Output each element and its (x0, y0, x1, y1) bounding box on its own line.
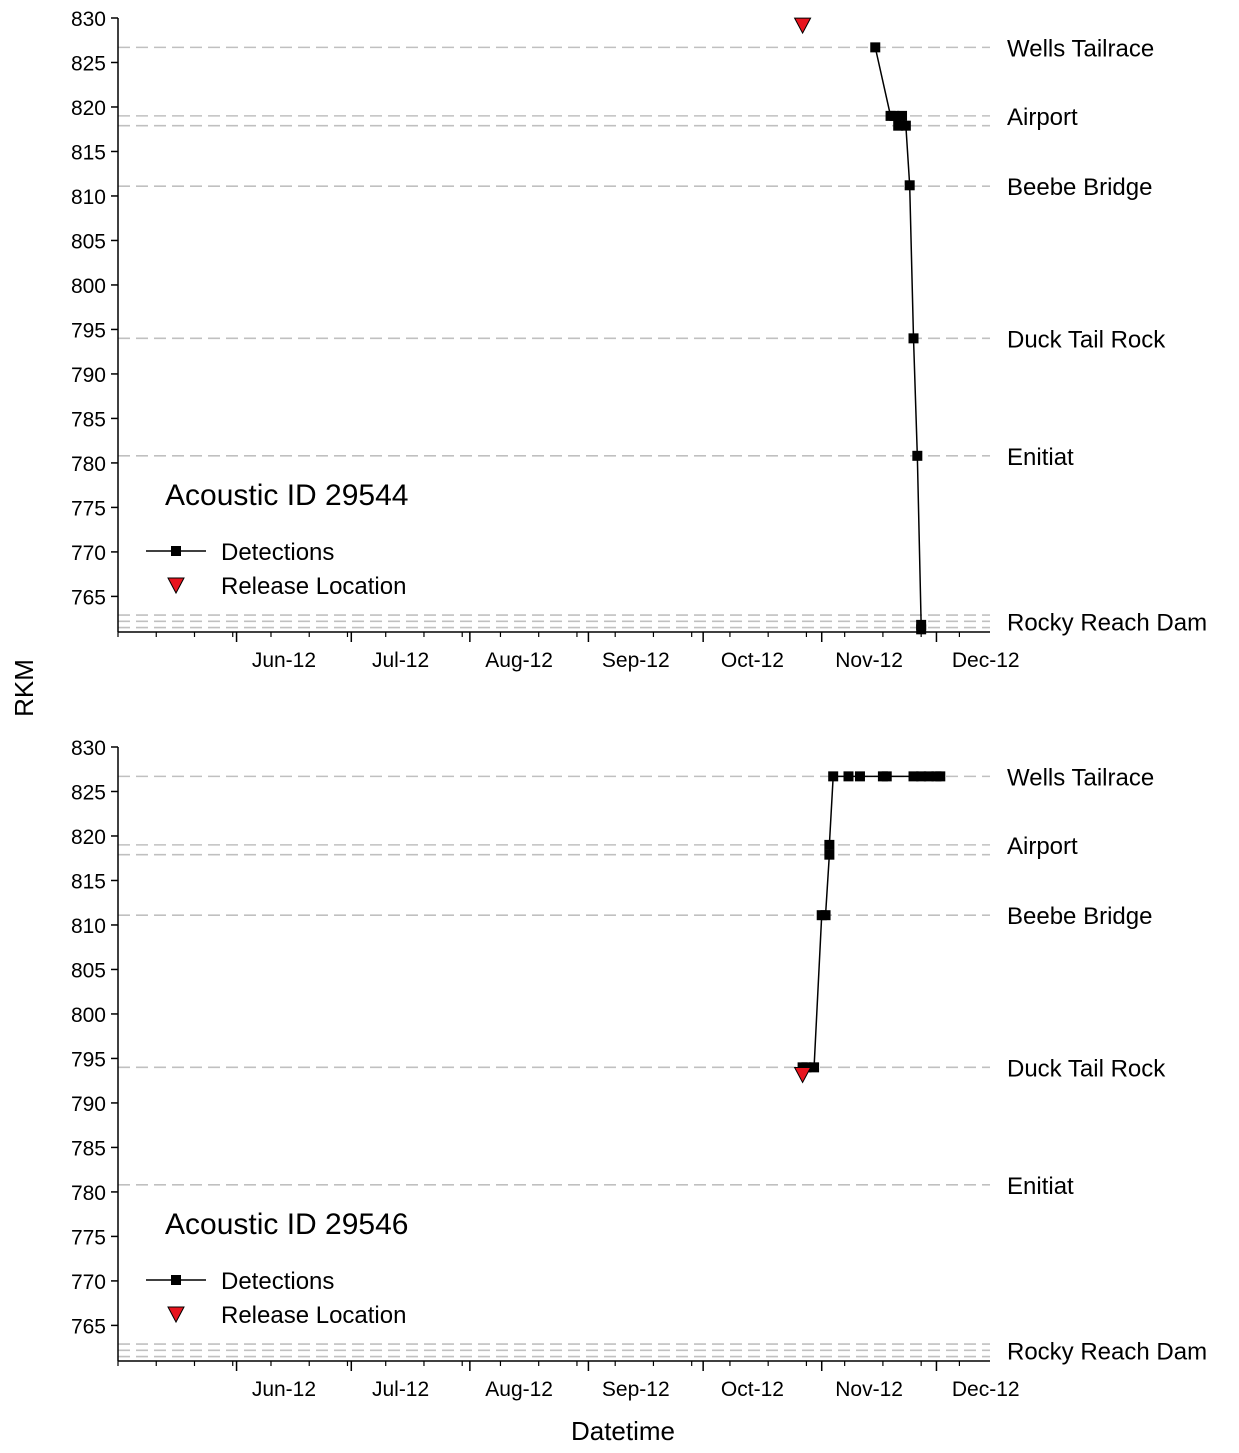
y-tick-label: 810 (71, 915, 106, 938)
detection-point (908, 771, 919, 782)
reference-line-label: Rocky Reach Dam (1007, 1338, 1207, 1365)
x-tick-label: Aug-12 (485, 649, 553, 672)
y-tick-label: 810 (71, 186, 106, 209)
detection-point (923, 771, 934, 782)
y-tick-label: 775 (71, 497, 106, 520)
y-tick-label: 825 (71, 52, 106, 75)
detection-point (908, 333, 919, 344)
y-axis-label: RKM (9, 659, 39, 717)
reference-line-label: Enitiat (1007, 1173, 1074, 1200)
x-tick-label: Nov-12 (835, 1378, 903, 1401)
detection-point (820, 910, 831, 921)
detection-point (912, 450, 923, 461)
y-tick-label: 800 (71, 1004, 106, 1027)
release-location-marker (793, 17, 812, 35)
detection-point (889, 110, 900, 121)
x-tick-label: Dec-12 (952, 1378, 1020, 1401)
chart-panel-bottom: Wells Tailrace Airport Beebe Bridge Duck Ta… (71, 737, 1207, 1401)
reference-line-label: Enitiat (1007, 444, 1074, 471)
x-tick-label: Jun-12 (252, 649, 316, 672)
y-tick-label: 775 (71, 1226, 106, 1249)
reference-line-label: Beebe Bridge (1007, 903, 1152, 930)
legend-detections-marker-swatch (171, 1275, 181, 1285)
y-tick-label: 830 (71, 8, 106, 31)
legend-release-marker-swatch (167, 577, 185, 595)
y-tick-label: 795 (71, 1048, 106, 1071)
reference-line-label: Airport (1007, 104, 1078, 131)
y-tick-label: 770 (71, 1271, 106, 1294)
y-tick-label: 795 (71, 319, 106, 342)
y-tick-label: 825 (71, 781, 106, 804)
legend-detections-label: Detections (221, 1268, 334, 1295)
detection-point (824, 839, 835, 850)
x-tick-label: Oct-12 (721, 649, 784, 672)
detection-point (828, 771, 839, 782)
chart-panel-top: Wells Tailrace Airport Beebe Bridge Duck Ta… (71, 8, 1207, 672)
x-tick-label: Jul-12 (372, 1378, 429, 1401)
y-tick-label: 815 (71, 870, 106, 893)
y-tick-label: 815 (71, 141, 106, 164)
detections-line (802, 775, 941, 1069)
detection-point (916, 771, 927, 782)
detection-point (854, 771, 865, 782)
reference-line-label: Wells Tailrace (1007, 35, 1154, 62)
reference-line-label: Airport (1007, 833, 1078, 860)
release-location-marker (793, 1066, 812, 1084)
detection-point (897, 110, 908, 121)
detection-point (881, 771, 892, 782)
detection-point (809, 1062, 820, 1073)
x-tick-label: Jun-12 (252, 1378, 316, 1401)
legend-release-label: Release Location (221, 1302, 406, 1329)
y-tick-label: 820 (71, 826, 106, 849)
y-tick-label: 800 (71, 275, 106, 298)
legend-detections-label: Detections (221, 539, 334, 566)
y-tick-label: 785 (71, 1137, 106, 1160)
reference-line-label: Duck Tail Rock (1007, 326, 1166, 353)
y-tick-label: 765 (71, 1315, 106, 1338)
detection-point (916, 624, 927, 635)
y-tick-label: 820 (71, 97, 106, 120)
reference-line-label: Wells Tailrace (1007, 764, 1154, 791)
detection-point (893, 120, 904, 131)
detection-point (824, 849, 835, 860)
x-axis-label: Datetime (571, 1416, 675, 1446)
y-tick-label: 770 (71, 542, 106, 565)
legend-release-marker-swatch (167, 1306, 185, 1324)
y-tick-label: 790 (71, 364, 106, 387)
y-tick-label: 805 (71, 230, 106, 253)
detection-point (935, 771, 946, 782)
reference-line-label: Beebe Bridge (1007, 174, 1152, 201)
x-tick-label: Aug-12 (485, 1378, 553, 1401)
x-tick-label: Oct-12 (721, 1378, 784, 1401)
x-tick-label: Dec-12 (952, 649, 1020, 672)
legend-detections-marker-swatch (171, 546, 181, 556)
reference-line-label: Duck Tail Rock (1007, 1055, 1166, 1082)
y-tick-label: 785 (71, 408, 106, 431)
detection-point (870, 42, 881, 53)
y-tick-label: 805 (71, 959, 106, 982)
detection-point (900, 120, 911, 131)
y-tick-label: 780 (71, 1182, 106, 1205)
detection-point (843, 771, 854, 782)
x-tick-label: Nov-12 (835, 649, 903, 672)
x-tick-label: Sep-12 (602, 649, 670, 672)
y-tick-label: 830 (71, 737, 106, 760)
y-tick-label: 765 (71, 586, 106, 609)
y-tick-label: 790 (71, 1093, 106, 1116)
y-tick-label: 780 (71, 453, 106, 476)
chart-title: Acoustic ID 29544 (165, 479, 408, 512)
chart-title: Acoustic ID 29546 (165, 1208, 408, 1241)
x-tick-label: Sep-12 (602, 1378, 670, 1401)
x-tick-label: Jul-12 (372, 649, 429, 672)
legend-release-label: Release Location (221, 573, 406, 600)
reference-line-label: Rocky Reach Dam (1007, 609, 1207, 636)
detection-point (904, 180, 915, 191)
